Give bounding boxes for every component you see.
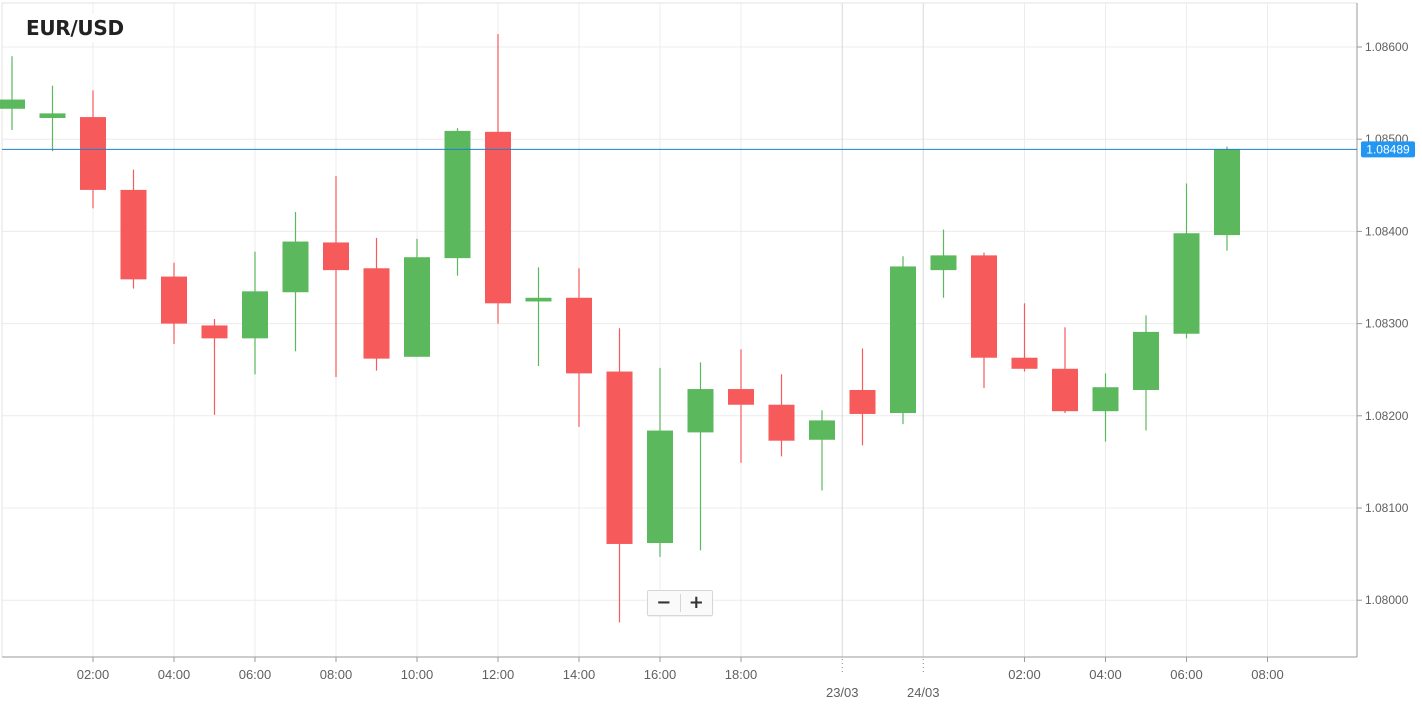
x-tick-label: 04:00 [1089, 667, 1122, 682]
candle-body [1173, 233, 1200, 334]
candle-body [363, 268, 390, 359]
candle-body [566, 297, 592, 374]
x-tick-label: 08:00 [1251, 667, 1284, 682]
zoom-divider [679, 594, 681, 612]
current-price-label: 1.08489 [1366, 142, 1410, 156]
candle-body [1092, 387, 1119, 412]
candle-body [606, 371, 633, 544]
candle-body [161, 276, 187, 324]
candle-body [687, 389, 714, 433]
x-tick-label: 06:00 [239, 667, 272, 682]
candle-body [809, 420, 835, 440]
x-tick-label: 04:00 [158, 667, 191, 682]
x-tick-label: 08:00 [320, 667, 353, 682]
candle-body [444, 130, 471, 259]
candle-body [120, 189, 147, 280]
x-tick-label: 16:00 [644, 667, 677, 682]
candle-body [849, 389, 876, 414]
y-tick-label: 1.08200 [1365, 409, 1409, 423]
candle-body [485, 131, 511, 304]
candle-body [323, 242, 349, 271]
candle-body [1214, 149, 1240, 236]
candle-body [930, 255, 957, 271]
candle-body [0, 99, 25, 109]
candle-body [80, 117, 106, 190]
x-tick-label: 10:00 [401, 667, 434, 682]
candle-body [282, 241, 309, 293]
candle-body [404, 257, 430, 357]
candle-body [728, 389, 754, 405]
candle-body [647, 430, 673, 544]
x-tick-label: 18:00 [725, 667, 758, 682]
zoom-in-button[interactable]: + [688, 592, 704, 613]
x-tick-label: 12:00 [482, 667, 515, 682]
date-label: 23/03 [826, 685, 859, 700]
x-tick-label: 02:00 [1008, 667, 1041, 682]
y-tick-label: 1.08100 [1365, 501, 1409, 515]
candle-body [525, 297, 552, 302]
y-tick-label: 1.08000 [1365, 593, 1409, 607]
zoom-out-button[interactable]: − [656, 592, 672, 613]
candle-body [1133, 331, 1159, 390]
zoom-controls: − + [647, 590, 713, 616]
candle-body [1052, 368, 1078, 412]
candle-body [768, 404, 795, 441]
candle-body [1011, 357, 1038, 369]
chart-title: EUR/USD [18, 14, 132, 42]
y-tick-label: 1.08600 [1365, 40, 1409, 54]
x-tick-label: 14:00 [563, 667, 596, 682]
x-tick-label: 06:00 [1170, 667, 1203, 682]
current-price-badge [1361, 141, 1415, 158]
y-tick-label: 1.08400 [1365, 224, 1409, 238]
date-label: 24/03 [907, 685, 940, 700]
candle-body [242, 291, 268, 339]
y-tick-label: 1.08300 [1365, 317, 1409, 331]
candle-body [890, 266, 916, 414]
x-tick-label: 02:00 [77, 667, 110, 682]
candle-body [971, 255, 997, 358]
candle-body [201, 325, 228, 339]
candle-body [39, 113, 66, 118]
